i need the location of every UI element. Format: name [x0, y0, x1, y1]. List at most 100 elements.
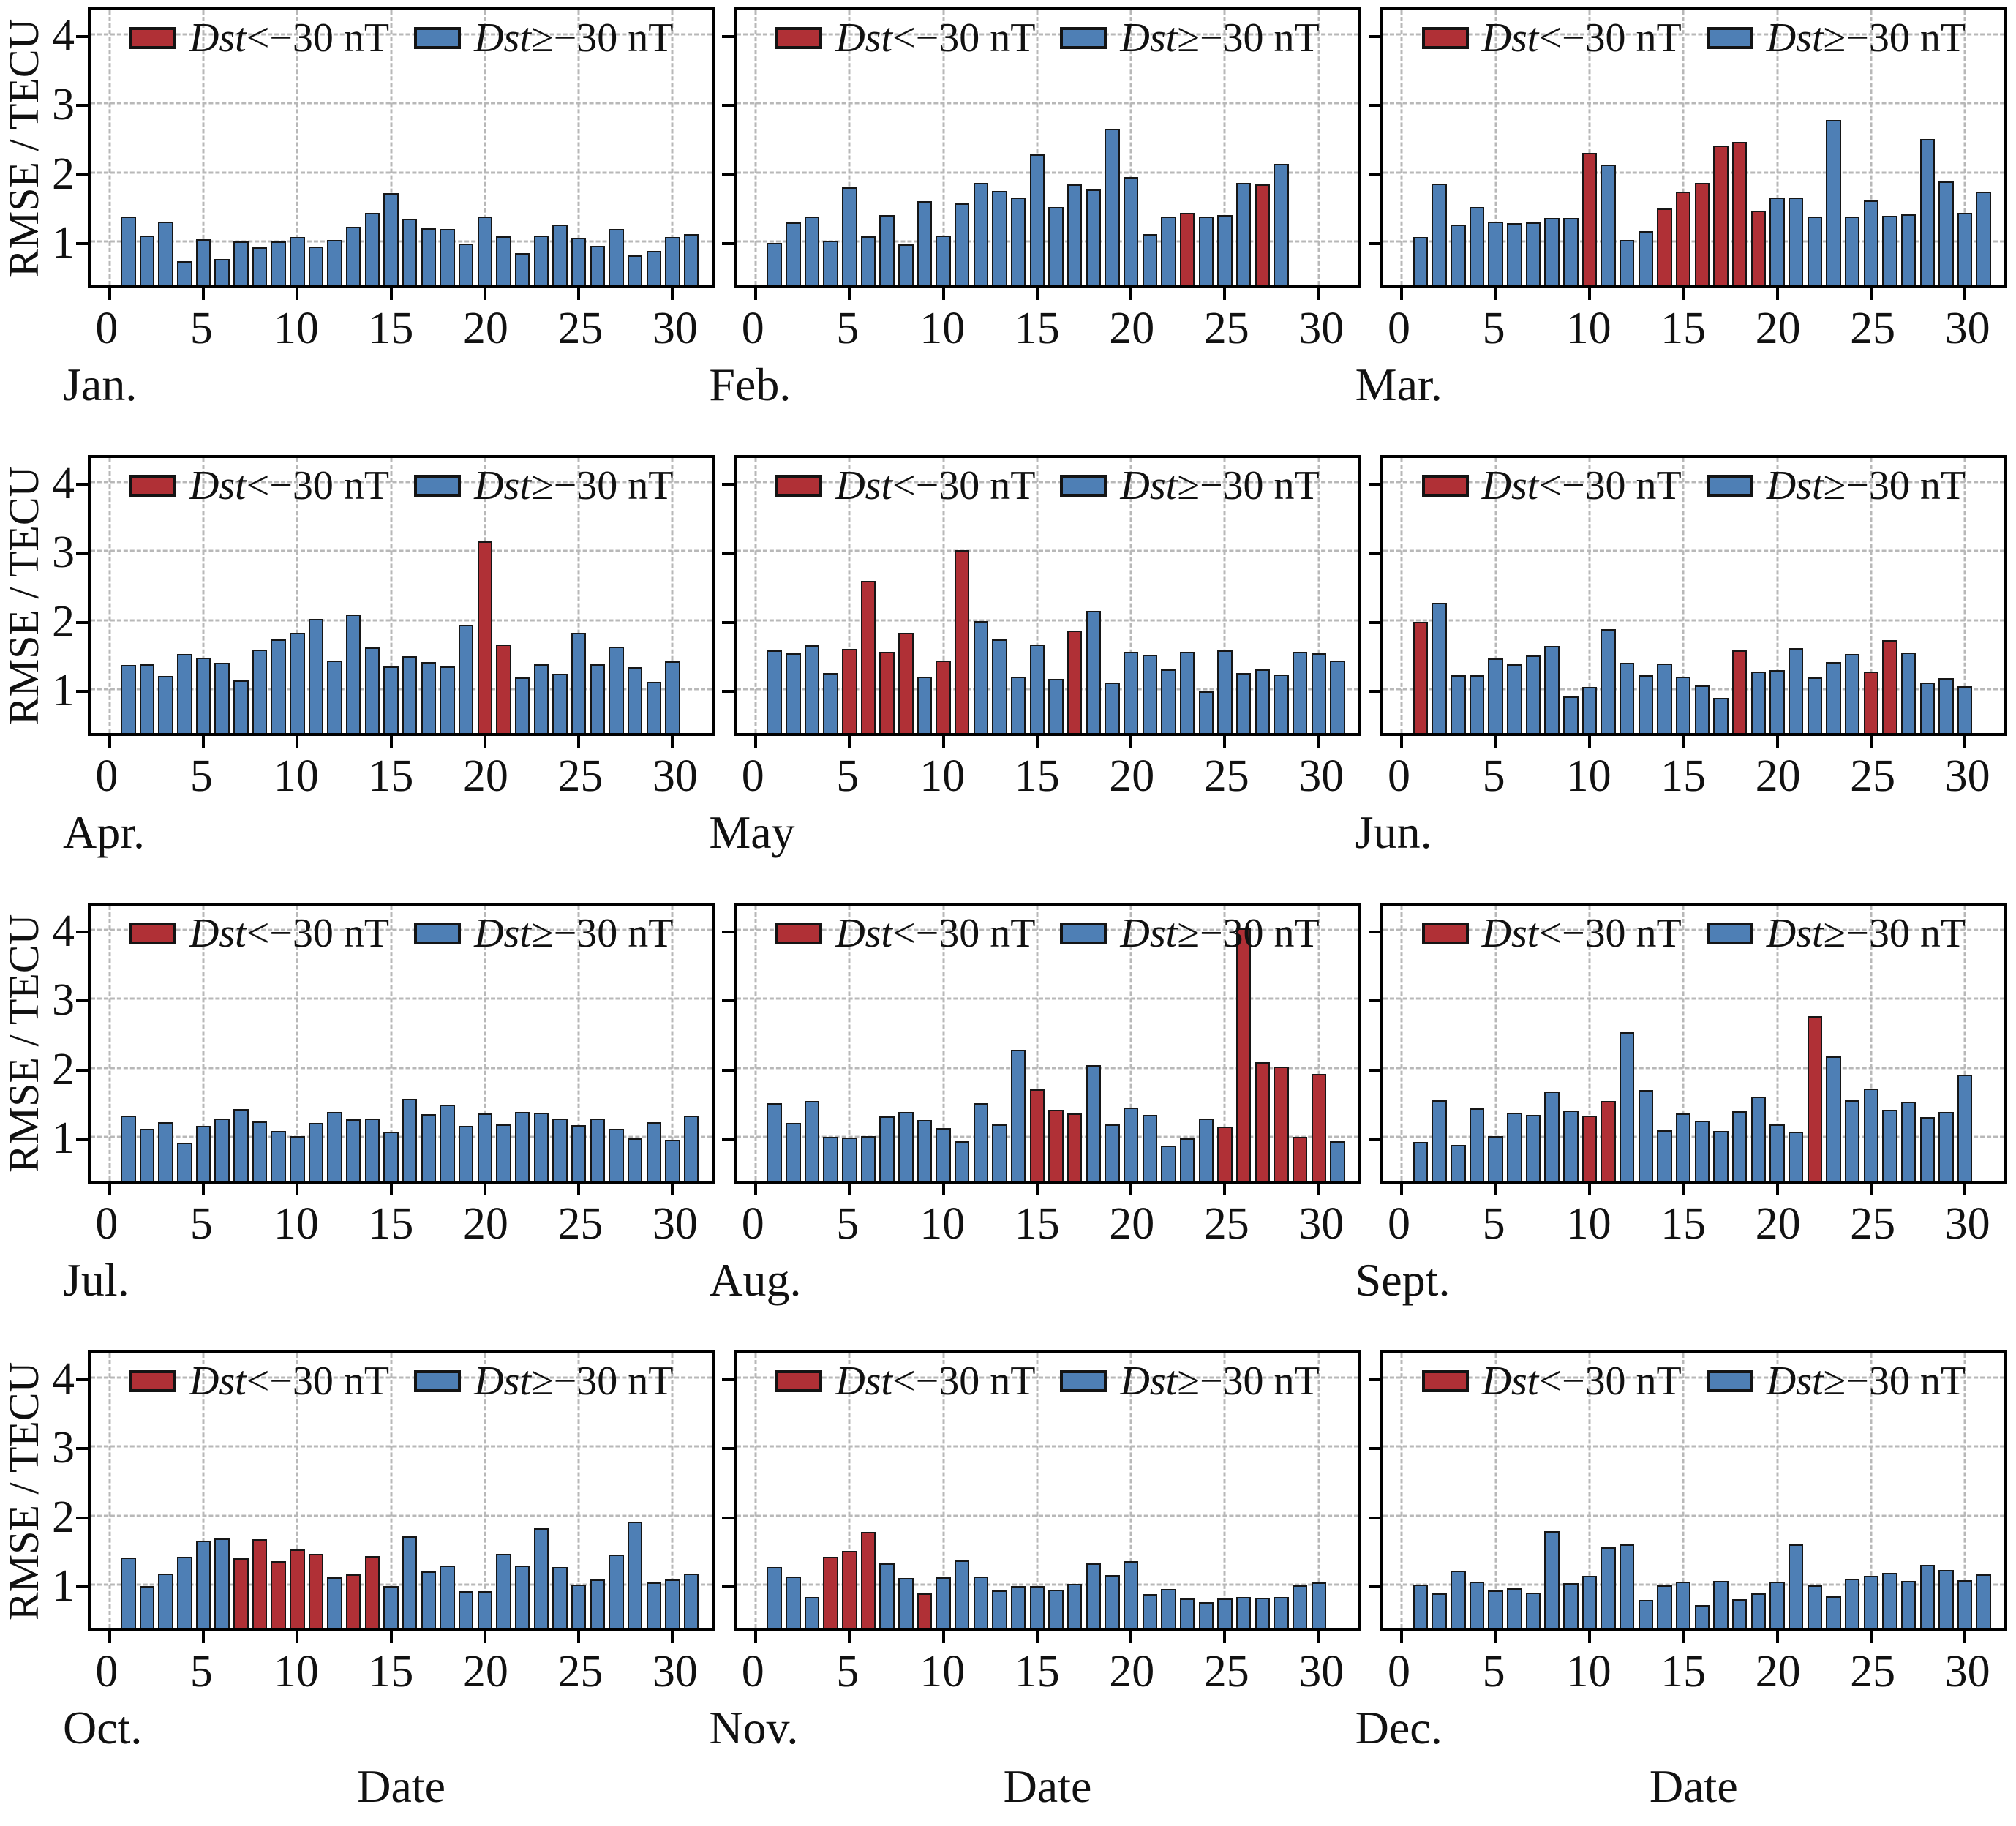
quiet-day-bar[interactable] [1029, 154, 1045, 285]
legend-storm-item[interactable]: Dst<−30 nT [775, 913, 1035, 954]
horizontal-gridline[interactable] [737, 33, 1358, 36]
x-tick-mark[interactable] [483, 1630, 486, 1643]
quiet-day-bar[interactable] [646, 682, 662, 733]
storm-day-bar[interactable] [271, 1561, 286, 1628]
legend-storm-item[interactable]: Dst<−30 nT [775, 1361, 1035, 1402]
storm-day-bar[interactable] [1731, 142, 1748, 285]
quiet-day-bar[interactable] [496, 236, 511, 285]
quiet-day-bar[interactable] [271, 1130, 286, 1181]
quiet-day-bar[interactable] [767, 1566, 782, 1628]
quiet-day-bar[interactable] [954, 1560, 970, 1628]
storm-day-bar[interactable] [1694, 183, 1710, 285]
x-tick-mark[interactable] [389, 1630, 393, 1643]
quiet-day-bar[interactable] [1311, 653, 1327, 733]
x-tick-label[interactable]: 20 [462, 1199, 508, 1249]
quiet-day-bar[interactable] [1161, 216, 1176, 285]
y-tick-mark[interactable] [722, 620, 736, 624]
x-tick-mark[interactable] [577, 287, 581, 300]
y-tick-mark[interactable] [76, 104, 89, 108]
subplot-aug[interactable]: Dst<−30 nT Dst≥−30 nT 0 5 10 15 20 25 30 Aug. [709, 903, 1361, 1311]
quiet-day-bar[interactable] [879, 1116, 895, 1181]
legend-storm-swatch[interactable] [1421, 1370, 1469, 1392]
quiet-day-bar[interactable] [646, 250, 662, 285]
legend-quiet-label[interactable]: Dst≥−30 nT [474, 463, 674, 508]
y-tick-label[interactable]: 4 [52, 1353, 75, 1404]
x-tick-labels[interactable]: 0 5 10 15 20 25 30 [734, 1631, 1361, 1699]
quiet-day-bar[interactable] [440, 1105, 455, 1181]
quiet-day-bar[interactable] [383, 1131, 399, 1181]
quiet-day-bar[interactable] [383, 1586, 399, 1628]
x-tick-mark[interactable] [108, 1182, 111, 1195]
x-tick-label[interactable]: 25 [557, 1199, 603, 1249]
x-tick-label[interactable]: 0 [1388, 1199, 1411, 1249]
quiet-day-bar[interactable] [1161, 1145, 1176, 1181]
quiet-day-bar[interactable] [842, 187, 857, 285]
horizontal-gridline[interactable] [91, 688, 712, 691]
legend-quiet-item[interactable]: Dst≥−30 nT [414, 913, 673, 954]
vertical-gridline[interactable] [1682, 906, 1685, 1181]
horizontal-gridline[interactable] [737, 1135, 1358, 1138]
y-tick-mark[interactable] [722, 482, 736, 486]
y-axis-label[interactable]: RMSE / TECU [0, 18, 48, 277]
month-label[interactable]: Oct. [63, 1702, 143, 1754]
horizontal-gridline[interactable] [737, 928, 1358, 931]
quiet-day-bar[interactable] [1919, 138, 1936, 285]
legend[interactable]: Dst<−30 nT Dst≥−30 nT [1383, 465, 2004, 506]
x-tick-label[interactable]: 0 [741, 751, 764, 801]
x-tick-label[interactable]: 25 [1850, 751, 1896, 801]
quiet-day-bar[interactable] [1292, 1585, 1308, 1628]
quiet-day-bar[interactable] [1274, 1596, 1289, 1628]
x-tick-label[interactable]: 10 [1565, 1199, 1611, 1249]
x-tick-label[interactable]: 10 [273, 1647, 319, 1697]
horizontal-gridline[interactable] [91, 33, 712, 36]
vertical-gridline[interactable] [296, 10, 298, 285]
x-tick-label[interactable]: 30 [1298, 751, 1344, 801]
quiet-day-bar[interactable] [1179, 1138, 1195, 1181]
quiet-day-bar[interactable] [665, 1140, 680, 1181]
vertical-gridline[interactable] [1223, 458, 1226, 733]
quiet-day-bar[interactable] [139, 664, 155, 733]
subplot-jun[interactable]: Dst<−30 nT Dst≥−30 nT 0 5 10 15 20 25 30 Jun. [1355, 455, 2007, 863]
quiet-day-bar[interactable] [1488, 222, 1503, 285]
y-tick-mark[interactable] [722, 242, 736, 246]
vertical-gridline[interactable] [1494, 906, 1497, 1181]
quiet-day-bar[interactable] [1657, 1130, 1672, 1181]
storm-day-bar[interactable] [1048, 1109, 1064, 1181]
horizontal-gridline[interactable] [1383, 1067, 2004, 1070]
vertical-gridline[interactable] [1317, 1353, 1320, 1628]
quiet-day-bar[interactable] [1938, 181, 1954, 285]
quiet-day-bar[interactable] [1469, 675, 1485, 733]
quiet-day-bar[interactable] [1179, 1598, 1195, 1628]
legend-quiet-swatch[interactable] [1060, 1370, 1107, 1392]
legend-storm-item[interactable]: Dst<−30 nT [1421, 913, 1682, 954]
x-tick-label[interactable]: 5 [1482, 1199, 1505, 1249]
quiet-day-bar[interactable] [627, 667, 643, 733]
vertical-gridline[interactable] [484, 906, 486, 1181]
quiet-day-bar[interactable] [1123, 651, 1139, 733]
vertical-gridline[interactable] [108, 458, 111, 733]
quiet-day-bar[interactable] [552, 224, 568, 285]
month-label[interactable]: Aug. [709, 1254, 802, 1306]
y-tick-mark[interactable] [722, 1585, 736, 1589]
quiet-day-bar[interactable] [214, 259, 230, 285]
storm-day-bar[interactable] [1292, 1137, 1308, 1181]
quiet-day-bar[interactable] [1507, 664, 1522, 733]
legend-storm-label[interactable]: Dst<−30 nT [1481, 15, 1682, 61]
vertical-gridline[interactable] [1129, 1353, 1132, 1628]
legend[interactable]: Dst<−30 nT Dst≥−30 nT [1383, 1361, 2004, 1402]
x-tick-label[interactable]: 0 [95, 751, 119, 801]
quiet-day-bar[interactable] [936, 235, 951, 285]
quiet-day-bar[interactable] [879, 1563, 895, 1628]
month-label[interactable]: Jan. [63, 358, 138, 410]
x-tick-label[interactable]: 5 [189, 1647, 213, 1697]
horizontal-gridline[interactable] [91, 1376, 712, 1379]
legend-storm-swatch[interactable] [129, 475, 176, 497]
vertical-gridline[interactable] [942, 10, 945, 285]
vertical-gridline[interactable] [1963, 906, 1966, 1181]
x-tick-label[interactable]: 25 [1850, 1647, 1896, 1697]
x-tick-label[interactable]: 10 [1565, 304, 1611, 353]
quiet-day-bar[interactable] [1900, 1102, 1917, 1181]
x-tick-mark[interactable] [1223, 1630, 1227, 1643]
panel-row[interactable]: RMSE / TECU 1 2 3 4 Dst<−30 nT Dst≥−30 nT 0 5 10 1… [0, 7, 2007, 416]
legend[interactable]: Dst<−30 nT Dst≥−30 nT [91, 913, 712, 954]
